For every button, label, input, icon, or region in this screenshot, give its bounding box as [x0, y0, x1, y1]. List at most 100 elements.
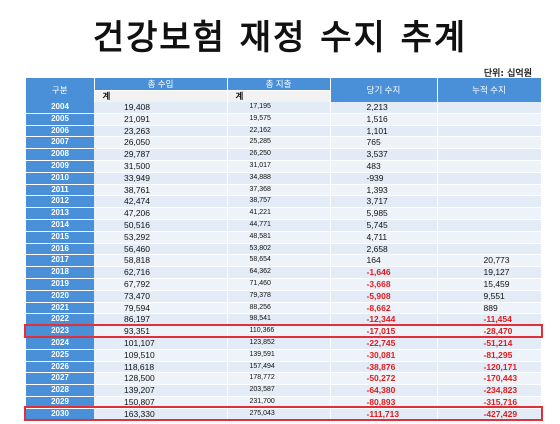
income-cell: 93,351: [94, 325, 228, 338]
income-cell: 118,618: [94, 361, 228, 374]
expense-cell: 38,757: [227, 195, 331, 209]
income-cell: 109,510: [94, 349, 228, 362]
accumulated-cell: [437, 207, 542, 220]
table-row: 2026 118,618 157,494 -38,876 -120,171: [26, 361, 542, 374]
table-row: 2012 42,474 38,757 3,717: [26, 195, 542, 209]
expense-cell: 44,771: [227, 219, 331, 232]
accumulated-cell: [437, 184, 542, 197]
year-cell: 2017: [26, 254, 94, 268]
year-cell: 2008: [26, 148, 94, 161]
income-cell: 42,474: [94, 195, 228, 209]
balance-cell: 765: [330, 136, 438, 150]
table-row: 2029 150,807 231,700 -80,893 -315,716: [26, 396, 542, 409]
balance-cell: 1,516: [330, 113, 438, 126]
income-cell: 86,197: [94, 313, 228, 327]
header-balance: 당기 수지: [330, 78, 438, 102]
table-row: 2021 79,594 88,256 -8,662 889: [26, 302, 542, 315]
accumulated-cell: [437, 148, 542, 161]
table-row: 2013 47,206 41,221 5,985: [26, 207, 542, 220]
unit-label: 단위: 십억원: [483, 69, 532, 79]
balance-cell: -3,668: [330, 278, 438, 291]
year-cell: 2004: [26, 102, 94, 114]
table-body: 2004 19,408 17,195 2,213 2005 21,091 19,575 1,5…: [26, 102, 542, 421]
year-cell: 2005: [26, 113, 94, 126]
year-cell: 2010: [26, 172, 94, 185]
accumulated-cell: -234,823: [437, 384, 542, 397]
year-cell: 2028: [26, 384, 94, 397]
table-row: 2004 19,408 17,195 2,213: [26, 102, 542, 114]
balance-cell: -12,344: [330, 313, 438, 327]
balance-cell: -50,272: [330, 372, 438, 386]
year-cell: 2011: [26, 184, 94, 197]
income-cell: 53,292: [94, 231, 228, 244]
expense-cell: 88,256: [227, 302, 331, 315]
accumulated-cell: -28,470: [437, 325, 542, 338]
table-row: 2007 26,050 25,285 765: [26, 136, 542, 150]
table-row: 2015 53,292 48,581 4,711: [26, 231, 542, 244]
balance-cell: 1,101: [330, 125, 438, 138]
balance-cell: -30,081: [330, 349, 438, 362]
year-cell: 2014: [26, 219, 94, 232]
accumulated-cell: [437, 195, 542, 209]
year-cell: 2012: [26, 195, 94, 209]
balance-cell: -22,745: [330, 337, 438, 350]
expense-cell: 157,494: [227, 361, 331, 374]
year-cell: 2007: [26, 136, 94, 150]
year-cell: 2025: [26, 349, 94, 362]
expense-cell: 71,460: [227, 278, 331, 291]
income-cell: 23,263: [94, 125, 228, 138]
income-cell: 29,787: [94, 148, 228, 161]
balance-cell: -939: [330, 172, 438, 185]
year-cell: 2027: [26, 372, 94, 386]
accumulated-cell: [437, 125, 542, 138]
header-income-sub: 계: [94, 90, 228, 102]
accumulated-cell: [437, 219, 542, 232]
balance-cell: 4,711: [330, 231, 438, 244]
income-cell: 26,050: [94, 136, 228, 150]
header-expense: 총 지출: [227, 78, 331, 91]
expense-cell: 26,250: [227, 148, 331, 161]
table-row: 2025 109,510 139,591 -30,081 -81,295: [26, 349, 542, 362]
year-cell: 2009: [26, 160, 94, 173]
income-cell: 47,206: [94, 207, 228, 220]
year-cell: 2019: [26, 278, 94, 291]
table-row: 2030 163,330 275,043 -111,713 -427,429: [26, 408, 542, 421]
expense-cell: 231,700: [227, 396, 331, 409]
balance-cell: -5,908: [330, 290, 438, 303]
year-cell: 2016: [26, 243, 94, 256]
header-accumulated: 누적 수지: [437, 78, 542, 102]
expense-cell: 17,195: [227, 102, 331, 114]
expense-cell: 31,017: [227, 160, 331, 173]
year-cell: 2024: [26, 337, 94, 350]
income-cell: 139,207: [94, 384, 228, 397]
accumulated-cell: [437, 102, 542, 114]
balance-cell: 5,745: [330, 219, 438, 232]
balance-cell: -1,646: [330, 266, 438, 279]
accumulated-cell: -81,295: [437, 349, 542, 362]
accumulated-cell: 9,551: [437, 290, 542, 303]
table-row: 2017 58,818 58,654 164 20,773: [26, 254, 542, 268]
income-cell: 150,807: [94, 396, 228, 409]
expense-cell: 53,802: [227, 243, 331, 256]
table-row: 2028 139,207 203,587 -64,380 -234,823: [26, 384, 542, 397]
header-expense-sub: 계: [227, 90, 331, 102]
expense-cell: 203,587: [227, 384, 331, 397]
year-cell: 2023: [26, 325, 94, 338]
table-row: 2019 67,792 71,460 -3,668 15,459: [26, 278, 542, 291]
balance-cell: -80,893: [330, 396, 438, 409]
balance-cell: 2,213: [330, 102, 438, 114]
balance-cell: 483: [330, 160, 438, 173]
accumulated-cell: -315,716: [437, 396, 542, 409]
income-cell: 58,818: [94, 254, 228, 268]
accumulated-cell: [437, 113, 542, 126]
income-cell: 21,091: [94, 113, 228, 126]
balance-cell: -38,876: [330, 361, 438, 374]
table-row: 2018 62,716 64,362 -1,646 19,127: [26, 266, 542, 279]
year-cell: 2030: [26, 408, 94, 421]
table-row: 2008 29,787 26,250 3,537: [26, 148, 542, 161]
expense-cell: 41,221: [227, 207, 331, 220]
accumulated-cell: [437, 136, 542, 150]
accumulated-cell: 15,459: [437, 278, 542, 291]
accumulated-cell: [437, 160, 542, 173]
balance-cell: 5,985: [330, 207, 438, 220]
